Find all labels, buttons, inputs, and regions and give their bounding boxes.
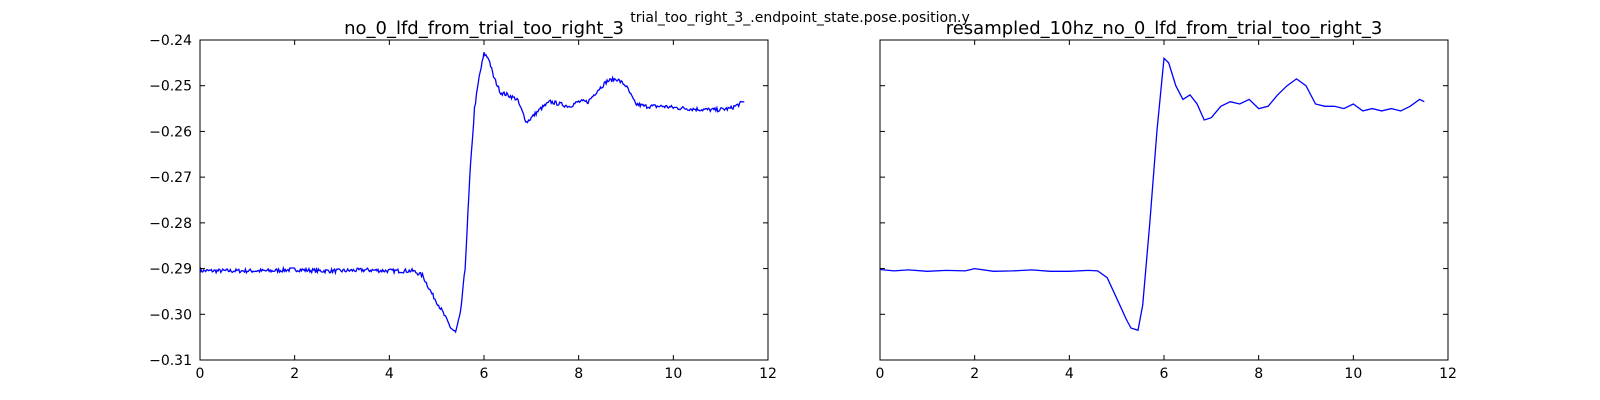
subplot-title: no_0_lfd_from_trial_too_right_3 <box>344 18 624 39</box>
series-line <box>879 56 1425 332</box>
x-tick-label: 4 <box>385 366 394 382</box>
x-tick-label: 2 <box>970 366 979 382</box>
figure-suptitle: trial_too_right_3_.endpoint_state.pose.p… <box>630 10 969 26</box>
x-tick-label: 6 <box>480 366 489 382</box>
x-tick-label: 0 <box>876 366 885 382</box>
x-tick-label: 12 <box>1439 366 1457 382</box>
x-tick-label: 12 <box>759 366 777 382</box>
subplot-2: resampled_10hz_no_0_lfd_from_trial_too_r… <box>876 18 1457 382</box>
x-tick-label: 6 <box>1160 366 1169 382</box>
y-tick-label: −0.27 <box>149 170 192 186</box>
x-tick-label: 10 <box>664 366 682 382</box>
subplot-title: resampled_10hz_no_0_lfd_from_trial_too_r… <box>946 18 1383 39</box>
subplot-1: no_0_lfd_from_trial_too_right_3 0 2 4 6 8 10 12… <box>149 18 777 382</box>
y-tick-label: −0.28 <box>149 216 192 232</box>
subplot-panels: no_0_lfd_from_trial_too_right_3 0 2 4 6 8 10 12… <box>149 18 1457 382</box>
y-tick-label: −0.25 <box>149 79 192 95</box>
x-tick-label: 4 <box>1065 366 1074 382</box>
x-tick-label: 8 <box>1254 366 1263 382</box>
y-tick-label: −0.24 <box>149 33 192 49</box>
y-tick-label: −0.29 <box>149 262 192 278</box>
x-tick-label: 0 <box>196 366 205 382</box>
series-line <box>199 52 745 334</box>
y-tick-label: −0.30 <box>149 307 192 323</box>
y-tick-label: −0.31 <box>149 353 192 369</box>
x-tick-label: 8 <box>574 366 583 382</box>
x-tick-label: 2 <box>290 366 299 382</box>
y-tick-label: −0.26 <box>149 124 192 140</box>
x-tick-label: 10 <box>1344 366 1362 382</box>
